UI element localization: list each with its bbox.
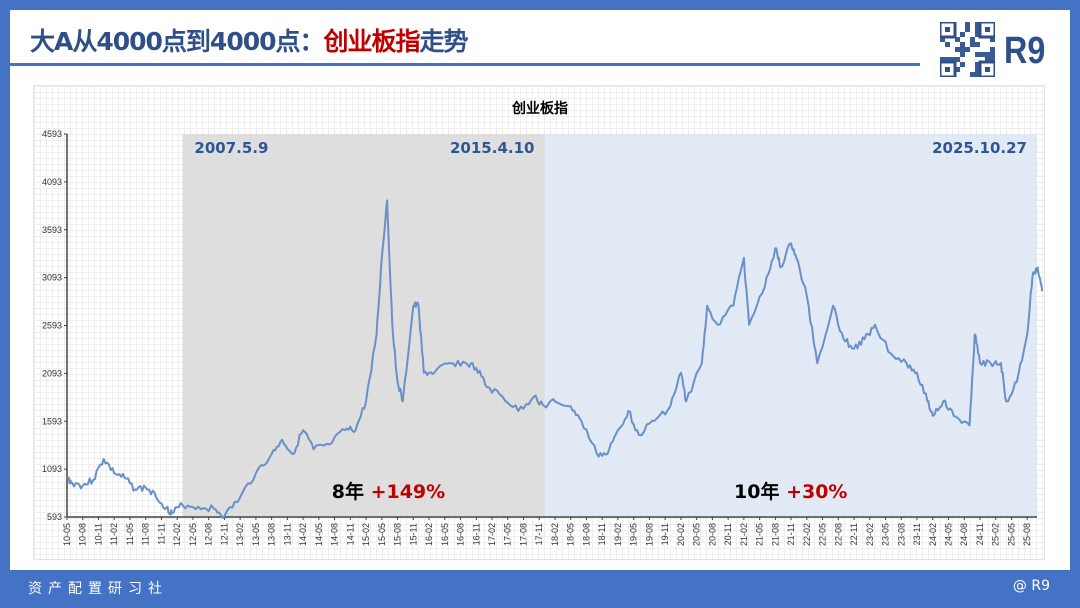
x-tick-label: 21-11 — [786, 523, 796, 545]
x-tick-label: 10-08 — [78, 523, 88, 546]
x-tick-label: 18-05 — [566, 523, 576, 546]
x-tick-label: 18-08 — [581, 523, 591, 546]
x-tick-label: 25-08 — [1022, 523, 1032, 546]
page-title: 大A从4000点到4000点：创业板指走势 — [30, 27, 469, 56]
x-tick-label: 14-05 — [314, 523, 324, 546]
x-tick-label: 25-02 — [991, 523, 1001, 546]
x-tick-label: 19-08 — [644, 523, 654, 546]
x-tick-label: 14-02 — [298, 523, 308, 546]
logo: R9 — [1004, 30, 1046, 72]
qr-code-icon — [940, 22, 995, 77]
x-tick-label: 11-02 — [109, 523, 119, 545]
x-tick-label: 19-02 — [613, 523, 623, 546]
x-tick-label: 16-02 — [424, 523, 434, 546]
region-end-label: 2015.4.10 — [450, 139, 534, 157]
x-tick-label: 17-05 — [503, 523, 513, 546]
x-tick-label: 11-05 — [125, 523, 135, 545]
y-tick-label: 3593 — [42, 225, 62, 235]
x-tick-label: 14-11 — [345, 523, 355, 545]
x-tick-label: 12-02 — [172, 523, 182, 546]
x-tick-label: 24-08 — [959, 523, 969, 546]
x-tick-label: 25-05 — [1006, 523, 1016, 546]
x-tick-label: 17-08 — [518, 523, 528, 546]
x-tick-label: 23-02 — [865, 523, 875, 546]
x-tick-label: 10-11 — [93, 523, 103, 545]
x-tick-label: 14-08 — [330, 523, 340, 546]
x-tick-label: 12-08 — [204, 523, 214, 546]
x-tick-label: 22-05 — [818, 523, 828, 546]
x-tick-label: 10-05 — [62, 523, 72, 546]
x-tick-label: 15-08 — [393, 523, 403, 546]
y-tick-label: 593 — [47, 512, 62, 522]
summary-period: 10年 — [734, 480, 786, 503]
x-tick-label: 24-11 — [975, 523, 985, 545]
x-tick-label: 15-11 — [408, 523, 418, 545]
region-summary: 8年 +149% — [332, 480, 445, 503]
x-tick-label: 24-05 — [943, 523, 953, 546]
y-tick-label: 2093 — [42, 368, 62, 378]
x-tick-label: 22-11 — [849, 523, 859, 545]
x-tick-label: 18-02 — [550, 523, 560, 546]
x-tick-label: 21-02 — [739, 523, 749, 546]
region-summary: 10年 +30% — [734, 480, 847, 503]
x-tick-label: 23-05 — [881, 523, 891, 546]
x-tick-label: 21-08 — [770, 523, 780, 546]
summary-change: +149% — [371, 481, 446, 503]
y-tick-label: 4593 — [42, 129, 62, 139]
summary-period: 8年 — [332, 480, 371, 503]
index-line — [66, 199, 1044, 519]
footer-brand: 资产配置研习社 — [28, 581, 168, 597]
x-tick-label: 17-02 — [487, 523, 497, 546]
x-tick-label: 17-11 — [534, 523, 544, 545]
x-tick-label: 12-05 — [188, 523, 198, 546]
x-tick-label: 13-05 — [251, 523, 261, 546]
region-start-label: 2007.5.9 — [194, 139, 268, 157]
x-tick-label: 12-11 — [219, 523, 229, 545]
x-tick-label: 24-02 — [928, 523, 938, 546]
x-tick-label: 16-11 — [471, 523, 481, 545]
chart-title: 创业板指 — [511, 100, 568, 117]
x-tick-label: 16-08 — [456, 523, 466, 546]
title-divider — [10, 63, 920, 66]
x-tick-label: 19-11 — [660, 523, 670, 545]
x-tick-label: 22-08 — [833, 523, 843, 546]
footer-handle: @ R9 — [1012, 578, 1050, 594]
x-tick-label: 20-02 — [676, 523, 686, 546]
y-tick-label: 3093 — [42, 273, 62, 283]
x-tick-label: 20-05 — [692, 523, 702, 546]
x-tick-label: 20-11 — [723, 523, 733, 545]
x-tick-label: 19-05 — [629, 523, 639, 546]
summary-change: +30% — [786, 481, 847, 503]
x-tick-label: 15-02 — [361, 523, 371, 546]
y-tick-label: 1593 — [42, 416, 62, 426]
shaded-region-grey — [182, 134, 545, 517]
y-tick-label: 1093 — [42, 464, 62, 474]
x-tick-label: 11-08 — [141, 523, 151, 545]
x-tick-label: 13-02 — [235, 523, 245, 546]
x-tick-label: 22-02 — [802, 523, 812, 546]
region-end-label: 2025.10.27 — [932, 139, 1027, 157]
shaded-region-blue — [544, 134, 1037, 517]
x-tick-label: 18-11 — [597, 523, 607, 545]
x-tick-label: 15-05 — [377, 523, 387, 546]
x-tick-label: 13-08 — [267, 523, 277, 546]
y-tick-label: 4093 — [42, 177, 62, 187]
x-tick-label: 20-08 — [707, 523, 717, 546]
x-tick-label: 16-05 — [440, 523, 450, 546]
x-tick-label: 13-11 — [282, 523, 292, 545]
x-tick-label: 23-08 — [896, 523, 906, 546]
x-tick-label: 21-05 — [755, 523, 765, 546]
y-tick-label: 2593 — [42, 321, 62, 331]
x-tick-label: 23-11 — [912, 523, 922, 545]
x-tick-label: 11-11 — [156, 523, 166, 545]
